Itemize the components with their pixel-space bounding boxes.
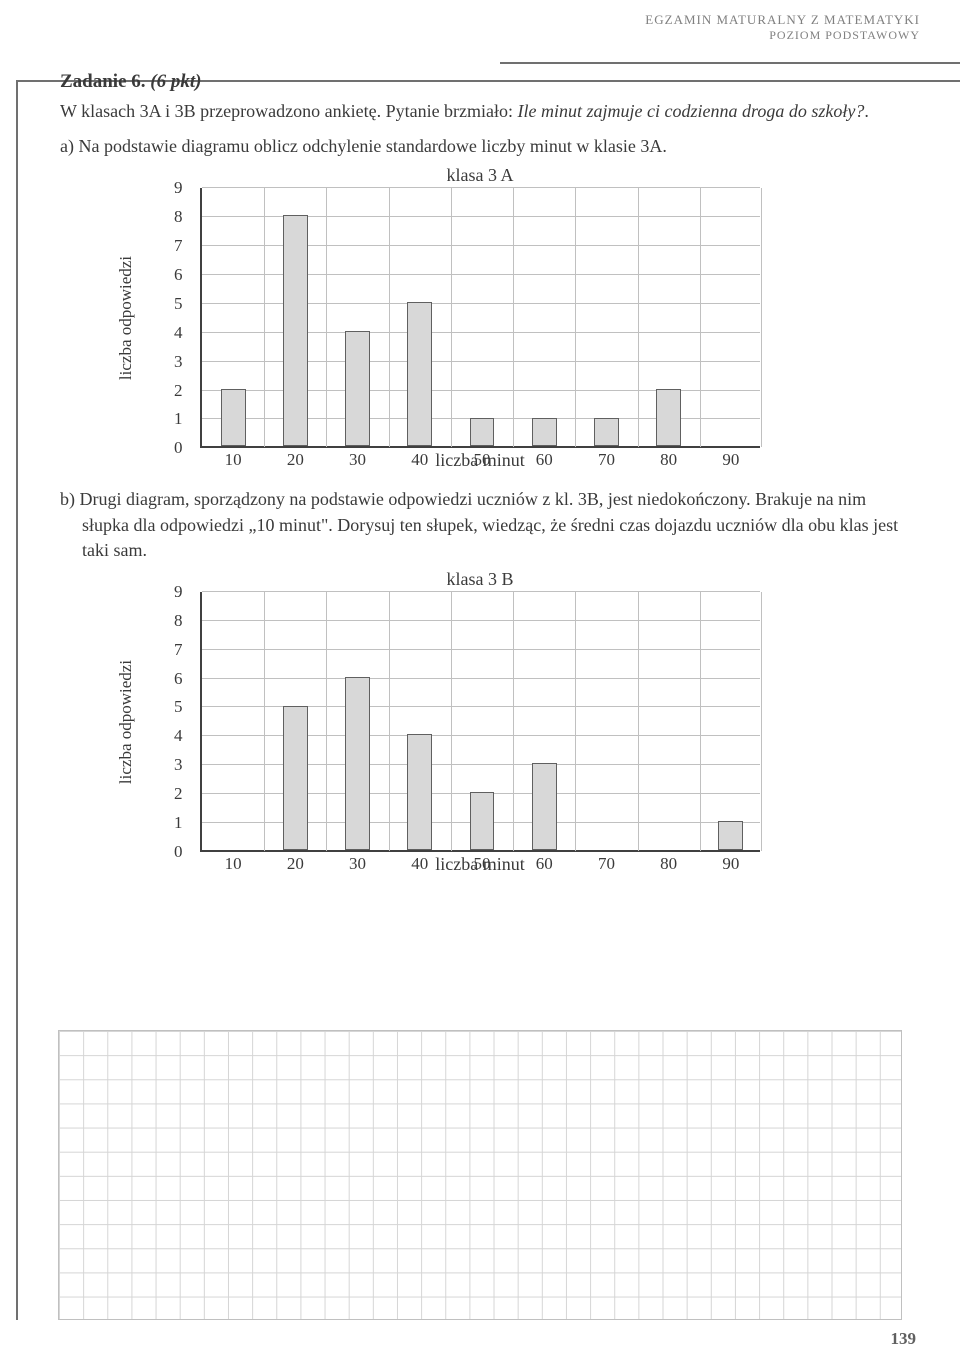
gridline-v [575, 188, 576, 447]
x-tick: 20 [287, 450, 304, 470]
exam-title: EGZAMIN MATURALNY Z MATEMATYKI [0, 12, 920, 28]
gridline-v [389, 188, 390, 447]
bar [718, 821, 743, 850]
bar [532, 763, 557, 850]
gridline-h [202, 187, 760, 188]
x-tick: 40 [411, 450, 428, 470]
task-a: a) Na podstawie diagramu oblicz odchylen… [60, 134, 900, 159]
x-tick: 70 [598, 450, 615, 470]
intro-post: . [864, 101, 869, 121]
chart-a-title: klasa 3 A [160, 165, 800, 186]
x-tick: 90 [722, 450, 739, 470]
bar [221, 389, 246, 447]
x-tick: 60 [536, 450, 553, 470]
intro-question: Ile minut zajmuje ci codzienna droga do … [518, 101, 865, 121]
gridline-v [513, 592, 514, 851]
y-tick: 6 [174, 669, 183, 689]
gridline-h [202, 649, 760, 650]
y-tick: 6 [174, 265, 183, 285]
x-tick: 50 [474, 450, 491, 470]
bar [470, 418, 495, 447]
bar [470, 792, 495, 850]
x-tick: 60 [536, 854, 553, 874]
x-tick: 10 [225, 450, 242, 470]
gridline-h [202, 678, 760, 679]
chart-a-ylabel: liczba odpowiedzi [116, 256, 136, 380]
gridline-v [451, 592, 452, 851]
gridline-v [326, 592, 327, 851]
chart-b: klasa 3 B liczba odpowiedzi 012345678910… [160, 569, 800, 875]
y-tick: 0 [174, 842, 183, 862]
chart-b-plot: 0123456789102030405060708090 [200, 592, 760, 852]
x-tick: 80 [660, 450, 677, 470]
x-tick: 40 [411, 854, 428, 874]
gridline-v [638, 592, 639, 851]
chart-a: klasa 3 A liczba odpowiedzi 012345678910… [160, 165, 800, 471]
gridline-v [575, 592, 576, 851]
y-tick: 0 [174, 438, 183, 458]
y-tick: 8 [174, 611, 183, 631]
x-tick: 90 [722, 854, 739, 874]
intro-pre: W klasach 3A i 3B przeprowadzono ankietę… [60, 101, 518, 121]
y-tick: 9 [174, 582, 183, 602]
y-tick: 2 [174, 381, 183, 401]
bar [407, 734, 432, 850]
x-tick: 10 [225, 854, 242, 874]
bar [283, 215, 308, 446]
y-tick: 2 [174, 784, 183, 804]
gridline-v [513, 188, 514, 447]
y-tick: 7 [174, 640, 183, 660]
x-tick: 30 [349, 450, 366, 470]
task-number: Zadanie 6. [60, 71, 146, 92]
y-tick: 4 [174, 323, 183, 343]
bar [532, 418, 557, 447]
x-tick: 50 [474, 854, 491, 874]
gridline-h [202, 591, 760, 592]
x-tick: 20 [287, 854, 304, 874]
gridline-v [638, 188, 639, 447]
gridline-h [202, 620, 760, 621]
gridline-v [761, 188, 762, 447]
bar [345, 677, 370, 850]
y-tick: 3 [174, 352, 183, 372]
gridline-v [451, 188, 452, 447]
y-tick: 5 [174, 697, 183, 717]
bar [407, 302, 432, 446]
y-tick: 5 [174, 294, 183, 314]
gridline-v [700, 188, 701, 447]
content: Zadanie 6. (6 pkt) W klasach 3A i 3B prz… [0, 51, 960, 875]
x-tick: 70 [598, 854, 615, 874]
y-tick: 1 [174, 813, 183, 833]
gridline-v [326, 188, 327, 447]
exam-level: POZIOM PODSTAWOWY [0, 28, 920, 43]
y-tick: 7 [174, 236, 183, 256]
y-tick: 4 [174, 726, 183, 746]
task-points: (6 pkt) [150, 71, 201, 92]
chart-a-plot: 0123456789102030405060708090 [200, 188, 760, 448]
y-tick: 3 [174, 755, 183, 775]
y-tick: 9 [174, 178, 183, 198]
chart-b-ylabel: liczba odpowiedzi [116, 660, 136, 784]
x-tick: 30 [349, 854, 366, 874]
chart-b-title: klasa 3 B [160, 569, 800, 590]
task-title: Zadanie 6. (6 pkt) [60, 71, 900, 93]
task-intro: W klasach 3A i 3B przeprowadzono ankietę… [60, 99, 900, 124]
bar [283, 706, 308, 850]
y-tick: 1 [174, 409, 183, 429]
bar [345, 331, 370, 447]
gridline-v [264, 592, 265, 851]
header: EGZAMIN MATURALNY Z MATEMATYKI POZIOM PO… [0, 0, 960, 51]
x-tick: 80 [660, 854, 677, 874]
gridline-v [700, 592, 701, 851]
gridline-v [264, 188, 265, 447]
gridline-v [761, 592, 762, 851]
answer-grid [58, 1030, 902, 1320]
bar [656, 389, 681, 447]
bar [594, 418, 619, 447]
y-tick: 8 [174, 207, 183, 227]
task-b: b) Drugi diagram, sporządzony na podstaw… [60, 487, 900, 563]
gridline-v [389, 592, 390, 851]
page-number: 139 [891, 1329, 917, 1349]
